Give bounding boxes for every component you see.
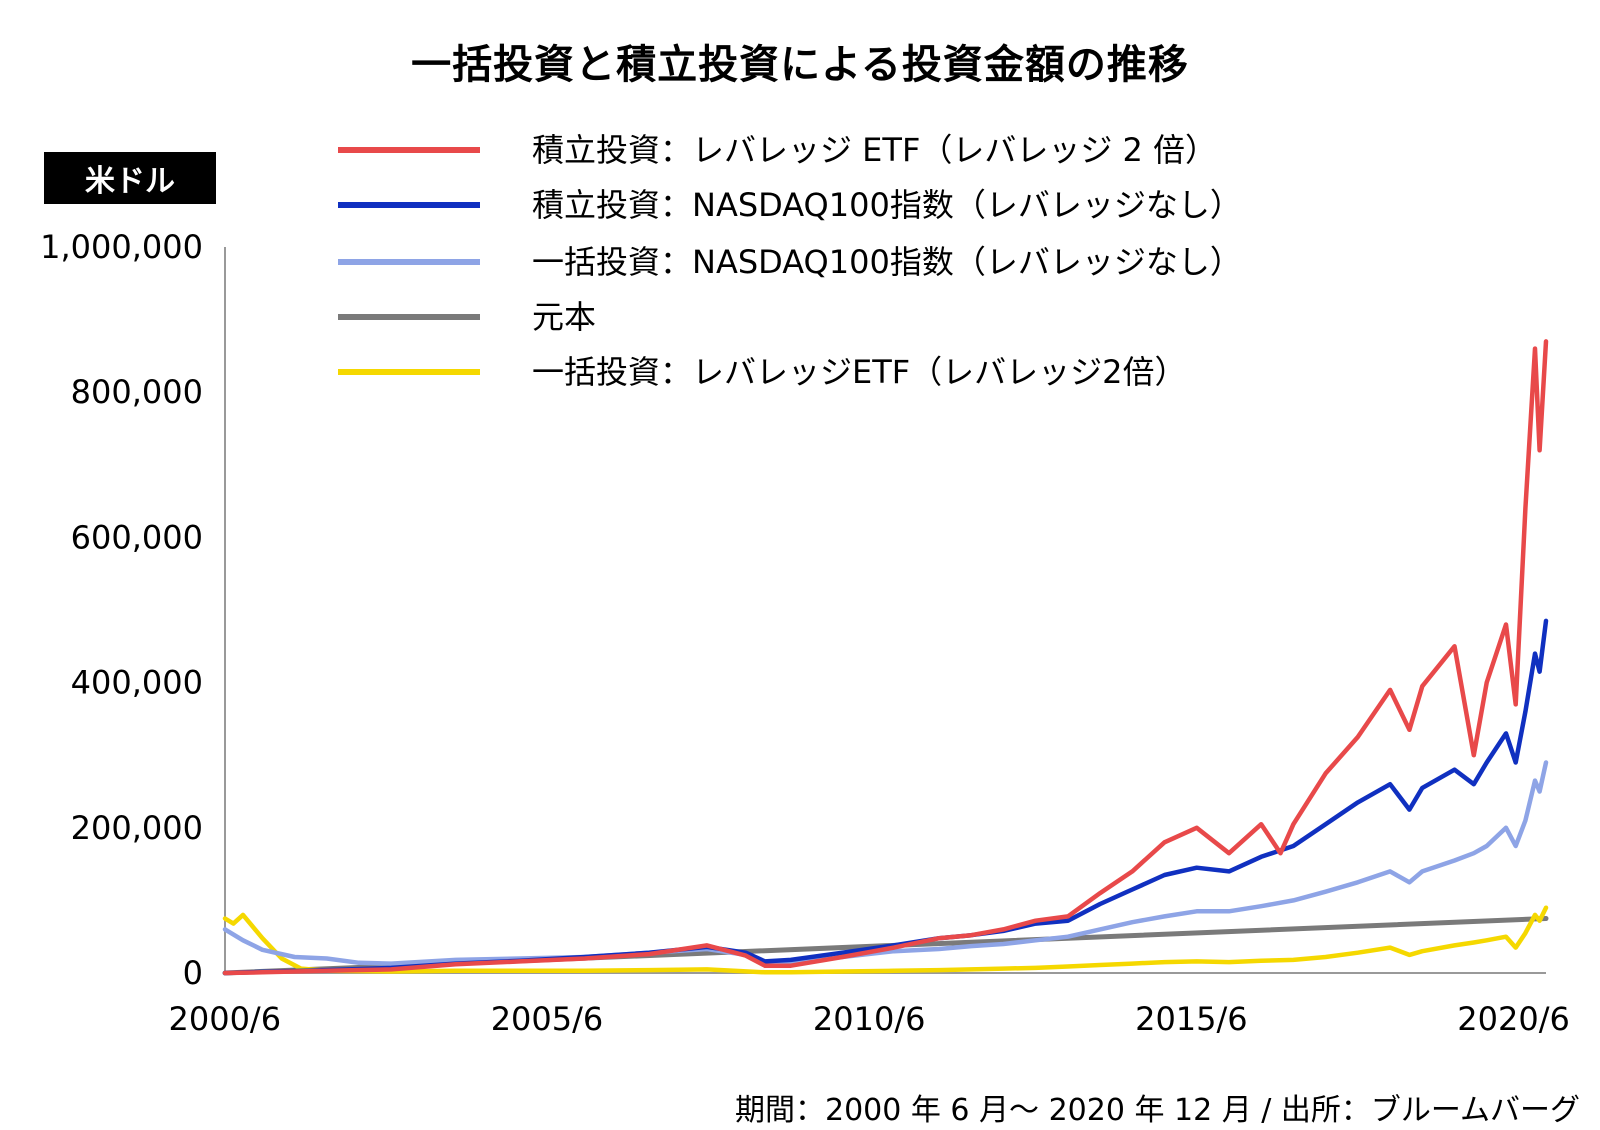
x-tick-label: 2000/6 [168, 1000, 281, 1038]
y-tick-label: 200,000 [71, 809, 203, 847]
series-line-0 [222, 339, 1549, 976]
legend-label-3: 元本 [532, 298, 596, 336]
series-line-1 [222, 618, 1549, 976]
x-tick-label: 2010/6 [813, 1000, 926, 1038]
chart-title: 一括投資と積立投資による投資金額の推移 [411, 42, 1189, 88]
source-note: 期間：2000 年 6 月〜 2020 年 12 月 / 出所：ブルームバーグ [735, 1093, 1580, 1128]
y-tick-label: 600,000 [71, 518, 203, 556]
chart-axes: 1,000,000 800,000 600,000 400,000 200,000 0 20… [40, 228, 1570, 1038]
x-tick-label: 2020/6 [1457, 1000, 1570, 1038]
x-tick-label: 2005/6 [491, 1000, 604, 1038]
legend-label-2: 一括投資：NASDAQ100指数（レバレッジなし） [532, 243, 1242, 281]
legend-label-0: 積立投資：レバレッジ ETF（レバレッジ 2 倍） [532, 131, 1217, 169]
chart-series-lines [222, 339, 1549, 976]
y-tick-label: 400,000 [71, 664, 203, 702]
y-axis-unit-badge: 米ドル [44, 152, 216, 204]
legend-label-1: 積立投資：NASDAQ100指数（レバレッジなし） [532, 186, 1242, 224]
chart-legend: 積立投資：レバレッジ ETF（レバレッジ 2 倍） 積立投資：NASDAQ100指… [338, 131, 1242, 391]
y-tick-label: 1,000,000 [40, 228, 203, 266]
series-line-2 [222, 760, 1549, 966]
x-tick-label: 2015/6 [1135, 1000, 1248, 1038]
legend-label-4: 一括投資：レバレッジETF（レバレッジ2倍） [532, 353, 1187, 391]
y-tick-label: 800,000 [71, 373, 203, 411]
y-tick-label: 0 [183, 954, 203, 992]
